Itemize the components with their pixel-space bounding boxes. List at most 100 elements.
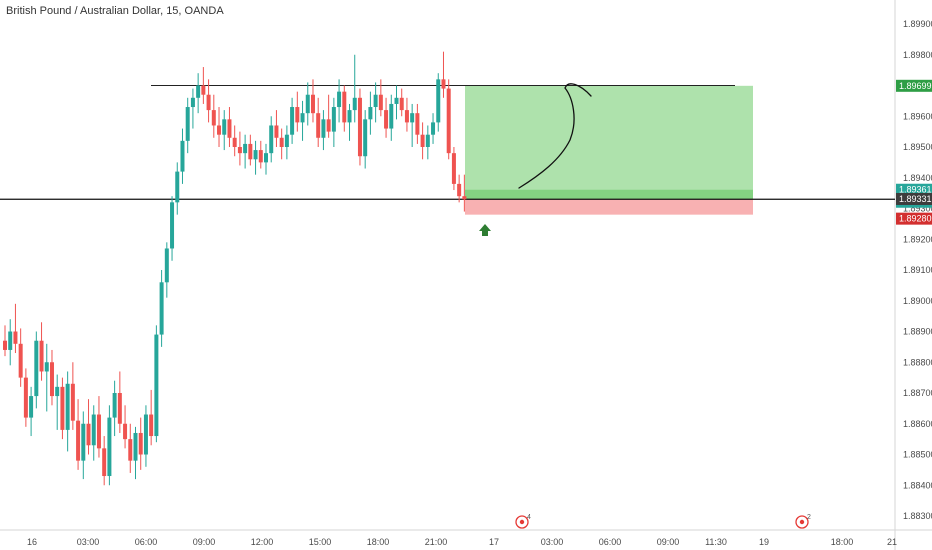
candle-body (170, 202, 175, 249)
price-tick-label: 1.88700 (903, 388, 932, 398)
time-tick-label: 11:30 (705, 537, 727, 547)
candle-body (326, 119, 331, 132)
price-tick-label: 1.89000 (903, 296, 932, 306)
candle-body (117, 393, 122, 424)
candle-body (462, 196, 467, 200)
event-count: 4 (527, 514, 531, 521)
entry-price-tag-bg (896, 192, 932, 205)
candle-body (347, 110, 352, 123)
candle-body (107, 417, 112, 477)
candle-body (342, 91, 347, 123)
candle-body (60, 386, 65, 430)
price-tick-label: 1.88900 (903, 327, 932, 337)
candle-body (34, 340, 39, 397)
candle-body (201, 85, 206, 95)
price-tick-label: 1.89400 (903, 173, 932, 183)
candle-body (378, 94, 383, 111)
candle-body (420, 134, 425, 147)
candle-body (331, 107, 336, 132)
time-tick-label: 03:00 (77, 537, 100, 547)
candle-body (96, 414, 101, 449)
candle-body (232, 137, 237, 147)
candle-body (399, 97, 404, 111)
candle-body (310, 94, 315, 114)
price-tick-label: 1.88500 (903, 450, 932, 460)
candle-body (253, 150, 258, 160)
open-profit-band (465, 189, 753, 199)
candle-body (425, 134, 430, 147)
candle-body (410, 113, 415, 123)
candle-body (258, 150, 263, 163)
candle-body (102, 448, 107, 477)
time-tick-label: 21 (887, 537, 897, 547)
candle-body (154, 334, 159, 437)
candle-body (133, 432, 138, 461)
up-arrow-icon (479, 224, 491, 236)
candle-body (196, 85, 201, 98)
stop-price-tag: 1.89280 (899, 214, 932, 224)
time-tick-label: 06:00 (135, 537, 158, 547)
candle-body (123, 423, 128, 440)
target-price-tag: 1.89699 (899, 81, 932, 91)
candle-body (128, 439, 133, 461)
time-tick-label: 18:00 (831, 537, 854, 547)
candle-body (295, 107, 300, 123)
candle-body (44, 362, 49, 372)
candle-body (23, 377, 28, 418)
candle-body (269, 125, 274, 154)
entry-price-tag: 1.89331 (899, 194, 932, 204)
candle-body (185, 107, 190, 141)
candle-body (112, 393, 117, 418)
candle-body (373, 94, 378, 108)
time-tick-label: 18:00 (367, 537, 390, 547)
time-tick-label: 09:00 (193, 537, 216, 547)
candle-body (384, 110, 389, 129)
candle-body (29, 396, 34, 418)
candle-body (457, 183, 462, 197)
candle-body (316, 113, 321, 138)
candle-body (91, 414, 96, 446)
candle-body (190, 97, 195, 108)
candle-body (143, 414, 148, 455)
candle-body (352, 97, 357, 111)
candle-body (436, 79, 441, 123)
price-tick-label: 1.88800 (903, 357, 932, 367)
candle-body (3, 340, 7, 350)
candle-body (149, 414, 154, 437)
candle-body (305, 94, 310, 114)
candle-body (363, 119, 368, 157)
profit-zone[interactable] (465, 85, 753, 199)
candle-body (65, 383, 70, 430)
candle-body (394, 97, 399, 104)
candle-body (446, 88, 451, 154)
loss-zone[interactable] (465, 198, 753, 215)
candle-body (49, 362, 54, 397)
chart-title: British Pound / Australian Dollar, 15, O… (6, 5, 224, 17)
candle-body (164, 248, 169, 283)
candle-body (321, 119, 326, 138)
price-tick-label: 1.89800 (903, 50, 932, 60)
event-count: 2 (807, 514, 811, 521)
projection-drawing[interactable] (518, 83, 592, 189)
candle-body (76, 420, 81, 461)
candle-body (222, 119, 227, 135)
time-tick-label: 21:00 (425, 537, 448, 547)
price-tick-label: 1.89100 (903, 265, 932, 275)
economic-event-dot (799, 519, 805, 525)
candle-body (451, 153, 456, 184)
candle-body (8, 331, 13, 350)
candle-body (86, 423, 91, 446)
price-tick-label: 1.89900 (903, 19, 932, 29)
candle-body (368, 107, 373, 120)
candle-body (243, 143, 248, 154)
time-tick-label: 06:00 (599, 537, 622, 547)
candle-body (13, 331, 18, 344)
current-price-tag-bg (896, 183, 932, 196)
price-tick-label: 1.89500 (903, 142, 932, 152)
candle-body (138, 432, 143, 455)
candle-body (284, 134, 289, 147)
economic-event-dot (519, 519, 525, 525)
candle-body (279, 137, 284, 147)
time-tick-label: 17 (489, 537, 499, 547)
